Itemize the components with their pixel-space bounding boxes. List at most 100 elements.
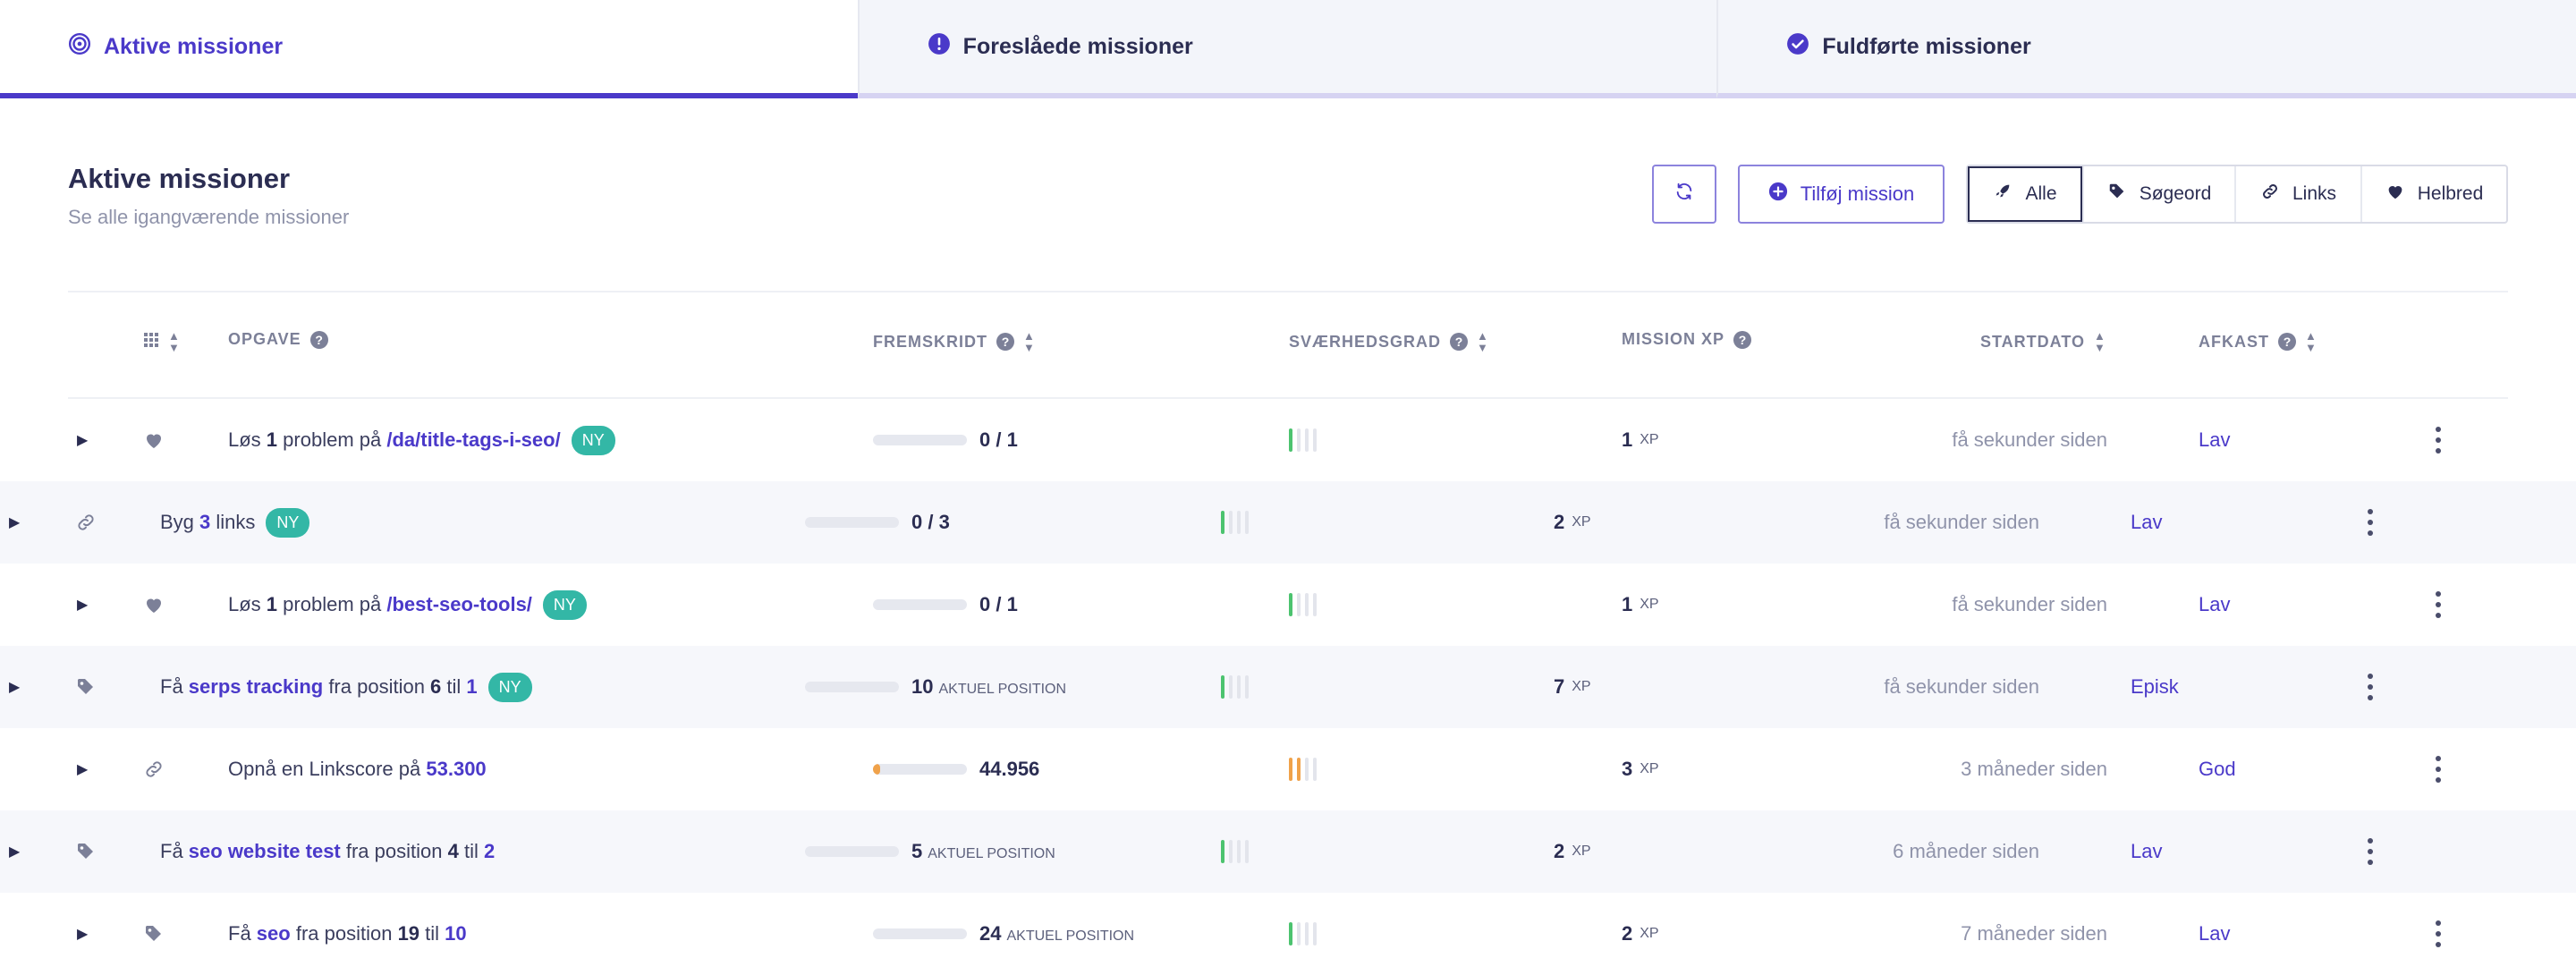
difficulty-bar [1297, 593, 1301, 616]
task-highlight[interactable]: /best-seo-tools/ [386, 593, 532, 615]
more-options-icon[interactable] [2361, 646, 2379, 728]
sort-icon[interactable]: ▲ ▼ [2305, 329, 2317, 354]
start-date: få sekunder siden [1952, 593, 2107, 615]
difficulty-meter [1289, 893, 1317, 975]
task-highlight[interactable]: serps tracking [188, 675, 324, 698]
task-fragment: fra position [340, 840, 448, 862]
column-progress[interactable]: FREMSKRIDT ? ▲ ▼ [873, 330, 1035, 353]
task-highlight[interactable]: 3 [199, 511, 211, 533]
filter-label: Alle [2025, 183, 2057, 204]
start-date: 3 måneder siden [1961, 758, 2107, 780]
difficulty-bar [1297, 758, 1301, 781]
difficulty-meter [1221, 646, 1249, 728]
filter-links[interactable]: Links [2234, 166, 2360, 222]
more-options-icon[interactable] [2429, 564, 2447, 646]
task-highlight[interactable]: 10 [445, 922, 467, 945]
start-date: få sekunder siden [1884, 675, 2039, 698]
column-start-date[interactable]: STARTDATO ▲ ▼ [1980, 330, 2106, 353]
task-fragment: Løs [228, 593, 267, 615]
help-icon[interactable]: ? [309, 330, 328, 349]
help-icon[interactable]: ? [996, 333, 1014, 351]
column-difficulty[interactable]: SVÆRHEDSGRAD ? ▲ ▼ [1289, 330, 1488, 353]
task-fragment: problem på [277, 593, 387, 615]
help-icon[interactable]: ? [1450, 333, 1469, 351]
task-highlight[interactable]: 2 [483, 840, 496, 862]
tag-icon [2107, 182, 2127, 207]
progress-text: 5 AKTUEL POSITION [911, 840, 1055, 863]
heart-icon [143, 399, 165, 481]
difficulty-bar [1289, 758, 1292, 781]
column-return[interactable]: AFKAST ? ▲ ▼ [2199, 330, 2317, 353]
more-options-icon[interactable] [2429, 728, 2447, 810]
xp-cell: 1 XP [1622, 564, 1659, 646]
task-fragment: links [210, 511, 256, 533]
xp-value: 7 [1554, 675, 1565, 698]
column-task[interactable]: OPGAVE ? [228, 330, 328, 349]
task-highlight[interactable]: /da/title-tags-i-seo/ [386, 428, 561, 451]
progress-bar [873, 435, 967, 445]
progress-value: 0 [979, 428, 991, 451]
task-highlight[interactable]: 53.300 [426, 758, 487, 780]
tab-active-missions[interactable]: Aktive missioner [0, 0, 858, 98]
xp-cell: 7 XP [1554, 646, 1591, 728]
sort-icon[interactable]: ▲ ▼ [1477, 329, 1488, 354]
progress-bar-fill [873, 764, 881, 775]
difficulty-bar [1313, 922, 1317, 945]
tab-suggested-missions[interactable]: Foreslåede missioner [857, 0, 1717, 98]
more-options-icon[interactable] [2429, 893, 2447, 975]
column-xp[interactable]: MISSION XP ? [1622, 330, 1752, 349]
progress-text: 24 AKTUEL POSITION [979, 922, 1134, 945]
task-fragment: Få [160, 675, 189, 698]
xp-value: 2 [1554, 840, 1565, 862]
refresh-button[interactable] [1652, 165, 1716, 224]
expand-caret-icon[interactable]: ▶ [77, 762, 89, 777]
more-options-icon[interactable] [2361, 481, 2379, 564]
task-fragment: fra position [290, 922, 398, 945]
expand-caret-icon[interactable]: ▶ [77, 433, 89, 448]
page-title: Aktive missioner [68, 163, 291, 194]
table-row[interactable]: ▶ Opnå en Linkscore på 53.300 44.956 3 XP 3 m… [68, 728, 2508, 810]
progress-text: 44.956 [979, 758, 1039, 781]
difficulty-bar [1313, 758, 1317, 781]
expand-caret-icon[interactable]: ▶ [77, 598, 89, 613]
progress-target: / 1 [996, 428, 1018, 451]
filter-health[interactable]: Helbred [2360, 166, 2506, 222]
more-options-icon[interactable] [2429, 399, 2447, 481]
task-fragment: problem på [277, 428, 387, 451]
more-options-icon[interactable] [2361, 810, 2379, 893]
task-highlight[interactable]: seo [256, 922, 291, 945]
expand-caret-icon[interactable]: ▶ [9, 680, 21, 695]
sort-desc-icon[interactable]: ▲ ▼ [2094, 329, 2106, 354]
task-fragment: til [458, 840, 484, 862]
table-row[interactable]: ▶ Løs 1 problem på /best-seo-tools/NY 0 / … [68, 564, 2508, 646]
help-icon[interactable]: ? [1733, 330, 1752, 349]
task-highlight[interactable]: 1 [466, 675, 478, 698]
progress-unit: AKTUEL POSITION [938, 682, 1067, 697]
tag-icon [75, 646, 97, 728]
expand-caret-icon[interactable]: ▶ [77, 927, 89, 942]
difficulty-bar [1305, 593, 1309, 616]
column-label: MISSION XP [1622, 330, 1725, 348]
task-number: 19 [397, 922, 420, 945]
table-row[interactable]: ▶ Løs 1 problem på /da/title-tags-i-seo/N… [68, 399, 2508, 481]
add-mission-button[interactable]: Tilføj mission [1738, 165, 1945, 224]
progress-bar [873, 764, 967, 775]
column-picker[interactable]: ▲ ▼ [143, 330, 180, 353]
table-row[interactable]: ▶ Få seo fra position 19 til 10 24 AKTUEL P… [68, 893, 2508, 975]
progress-bar [805, 846, 899, 857]
refresh-icon [1674, 182, 1694, 207]
help-icon[interactable]: ? [2278, 333, 2296, 351]
progress-bar [805, 517, 899, 528]
sort-icon[interactable]: ▲ ▼ [1023, 329, 1035, 354]
link-icon [75, 481, 97, 564]
tab-completed-missions[interactable]: Fuldførte missioner [1716, 0, 2576, 98]
expand-caret-icon[interactable]: ▶ [9, 515, 21, 530]
difficulty-bar [1221, 840, 1224, 863]
table-row[interactable]: ▶ Byg 3 links NY 0 / 3 2 XP få sekunder siden L… [0, 481, 2576, 564]
table-row[interactable]: ▶ Få seo website test fra position 4 til … [0, 810, 2576, 893]
filter-keywords[interactable]: Søgeord [2082, 166, 2234, 222]
task-highlight[interactable]: seo website test [188, 840, 341, 862]
filter-all[interactable]: Alle [1968, 166, 2082, 222]
expand-caret-icon[interactable]: ▶ [9, 844, 21, 860]
